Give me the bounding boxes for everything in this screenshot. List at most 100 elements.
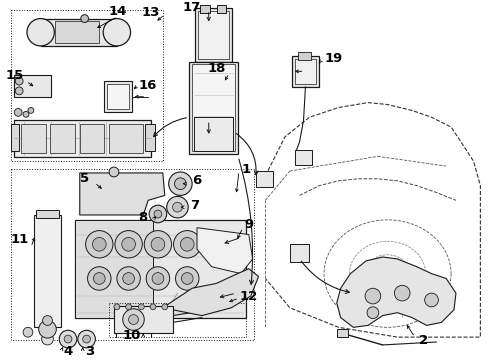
Bar <box>292 56 319 87</box>
Circle shape <box>394 285 410 301</box>
Text: 19: 19 <box>325 52 343 65</box>
Bar <box>195 8 232 62</box>
Circle shape <box>175 267 199 290</box>
Polygon shape <box>337 257 456 327</box>
Circle shape <box>367 307 379 319</box>
Circle shape <box>94 273 105 284</box>
Circle shape <box>162 304 168 310</box>
Circle shape <box>14 108 22 116</box>
Circle shape <box>81 15 89 22</box>
Bar <box>14 120 151 157</box>
Circle shape <box>123 309 144 330</box>
Bar <box>192 64 235 152</box>
Circle shape <box>115 231 142 258</box>
Circle shape <box>154 210 162 218</box>
Text: 3: 3 <box>85 345 94 358</box>
Bar <box>145 124 155 152</box>
Bar <box>11 169 254 340</box>
Circle shape <box>42 333 53 345</box>
Circle shape <box>83 335 91 343</box>
Circle shape <box>117 267 140 290</box>
Polygon shape <box>163 269 259 316</box>
Circle shape <box>144 231 172 258</box>
Bar <box>109 124 143 153</box>
Circle shape <box>93 238 106 251</box>
Circle shape <box>27 19 54 46</box>
Circle shape <box>103 19 130 46</box>
Circle shape <box>122 238 135 251</box>
Circle shape <box>172 202 182 212</box>
Bar <box>297 52 311 60</box>
Bar <box>194 117 233 152</box>
Text: 14: 14 <box>109 5 127 18</box>
Circle shape <box>181 273 193 284</box>
Bar <box>41 19 117 46</box>
Text: 16: 16 <box>139 78 157 91</box>
Circle shape <box>15 87 23 95</box>
Text: 1: 1 <box>241 163 250 176</box>
Circle shape <box>23 111 29 117</box>
Bar <box>337 329 348 337</box>
Bar <box>200 5 210 13</box>
Bar <box>294 59 316 84</box>
Circle shape <box>174 178 186 190</box>
Text: 8: 8 <box>139 211 148 224</box>
Text: 6: 6 <box>193 174 202 187</box>
Circle shape <box>173 231 201 258</box>
Polygon shape <box>80 173 165 215</box>
Circle shape <box>150 304 156 310</box>
Text: 15: 15 <box>5 69 24 82</box>
Circle shape <box>43 316 52 325</box>
Text: 7: 7 <box>191 199 199 212</box>
Circle shape <box>149 205 167 223</box>
Bar <box>75 220 153 318</box>
Circle shape <box>180 238 194 251</box>
Circle shape <box>88 267 111 290</box>
Text: 9: 9 <box>244 218 253 231</box>
Bar <box>14 75 51 97</box>
Circle shape <box>109 167 119 177</box>
Polygon shape <box>197 228 253 274</box>
Bar <box>107 84 128 109</box>
Bar <box>34 215 61 327</box>
Circle shape <box>123 273 134 284</box>
Circle shape <box>365 288 381 304</box>
Text: 11: 11 <box>11 233 29 246</box>
Circle shape <box>151 238 165 251</box>
Bar <box>36 210 59 218</box>
Circle shape <box>114 304 120 310</box>
Bar <box>11 124 19 152</box>
Circle shape <box>78 330 96 348</box>
Bar <box>294 149 312 165</box>
Bar <box>290 244 309 262</box>
Circle shape <box>138 304 144 310</box>
Text: 4: 4 <box>63 345 73 358</box>
Text: 17: 17 <box>183 1 201 14</box>
Text: 13: 13 <box>142 6 160 19</box>
Bar <box>256 171 273 186</box>
Text: 18: 18 <box>207 62 226 75</box>
Bar <box>80 124 104 153</box>
Circle shape <box>425 293 439 307</box>
Circle shape <box>167 197 188 218</box>
Circle shape <box>39 320 56 338</box>
Circle shape <box>23 327 33 337</box>
Circle shape <box>28 108 34 113</box>
Text: 2: 2 <box>419 334 428 347</box>
Circle shape <box>169 172 192 195</box>
Circle shape <box>59 330 77 348</box>
Text: 10: 10 <box>122 329 141 342</box>
Circle shape <box>146 267 170 290</box>
Bar <box>109 303 246 337</box>
Bar <box>189 62 238 154</box>
Text: 12: 12 <box>240 289 258 302</box>
Circle shape <box>15 77 23 85</box>
Text: 5: 5 <box>80 172 89 185</box>
Circle shape <box>64 335 72 343</box>
Circle shape <box>125 304 131 310</box>
Bar <box>50 124 75 153</box>
Bar <box>217 5 226 13</box>
Bar <box>104 81 131 112</box>
Circle shape <box>128 315 138 324</box>
Circle shape <box>152 273 164 284</box>
